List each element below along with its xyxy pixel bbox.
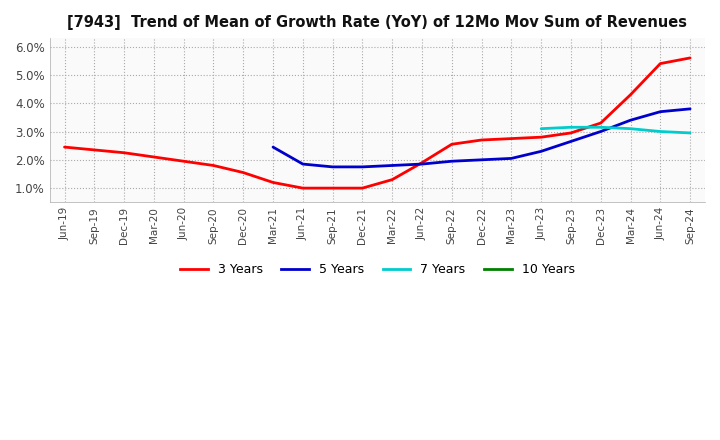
5 Years <box>656 109 665 114</box>
5 Years <box>328 164 337 169</box>
Line: 5 Years: 5 Years <box>273 109 690 167</box>
3 Years <box>120 150 128 155</box>
3 Years <box>299 186 307 191</box>
3 Years <box>358 186 366 191</box>
5 Years <box>596 129 605 134</box>
3 Years <box>626 92 635 97</box>
3 Years <box>477 137 486 143</box>
Legend: 3 Years, 5 Years, 7 Years, 10 Years: 3 Years, 5 Years, 7 Years, 10 Years <box>175 258 580 282</box>
3 Years <box>388 177 397 182</box>
5 Years <box>269 144 277 150</box>
5 Years <box>299 161 307 167</box>
3 Years <box>60 144 69 150</box>
3 Years <box>447 142 456 147</box>
3 Years <box>537 135 546 140</box>
7 Years <box>626 126 635 131</box>
7 Years <box>596 125 605 130</box>
5 Years <box>567 139 575 144</box>
3 Years <box>596 121 605 126</box>
5 Years <box>626 117 635 123</box>
5 Years <box>477 157 486 162</box>
Line: 7 Years: 7 Years <box>541 127 690 133</box>
3 Years <box>418 160 426 165</box>
3 Years <box>507 136 516 141</box>
7 Years <box>685 130 694 136</box>
5 Years <box>358 164 366 169</box>
3 Years <box>567 130 575 136</box>
5 Years <box>447 158 456 164</box>
3 Years <box>239 170 248 175</box>
3 Years <box>269 180 277 185</box>
3 Years <box>90 147 99 153</box>
5 Years <box>537 149 546 154</box>
3 Years <box>179 158 188 164</box>
5 Years <box>418 161 426 167</box>
3 Years <box>685 55 694 61</box>
7 Years <box>537 126 546 131</box>
5 Years <box>507 156 516 161</box>
7 Years <box>567 125 575 130</box>
3 Years <box>150 154 158 160</box>
3 Years <box>328 186 337 191</box>
3 Years <box>656 61 665 66</box>
5 Years <box>685 106 694 111</box>
7 Years <box>656 129 665 134</box>
Title: [7943]  Trend of Mean of Growth Rate (YoY) of 12Mo Mov Sum of Revenues: [7943] Trend of Mean of Growth Rate (YoY… <box>67 15 688 30</box>
Line: 3 Years: 3 Years <box>65 58 690 188</box>
5 Years <box>388 163 397 168</box>
3 Years <box>209 163 217 168</box>
